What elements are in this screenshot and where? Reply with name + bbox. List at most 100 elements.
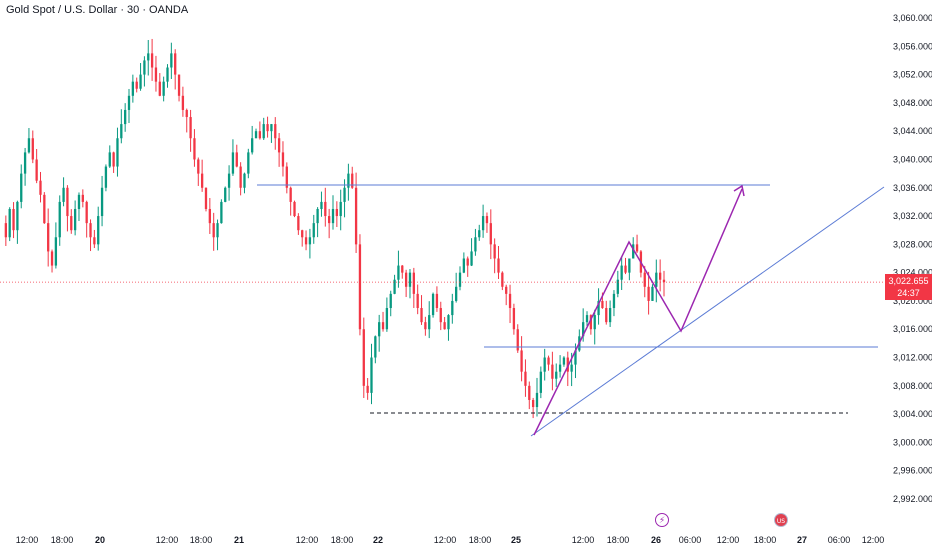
candle-body <box>320 201 323 209</box>
price-axis-label: 3,040.000 <box>893 154 932 164</box>
candle-body <box>116 138 119 167</box>
candle-body <box>16 201 19 231</box>
candle-body <box>378 322 381 337</box>
time-axis-label: 27 <box>797 535 807 545</box>
candle-body <box>424 322 427 330</box>
candle-body <box>124 109 127 125</box>
candle-body <box>428 315 431 330</box>
candle-body <box>643 272 646 287</box>
candle-body <box>478 230 481 238</box>
candle-body <box>224 187 227 202</box>
candle-body <box>247 152 250 174</box>
candle-body <box>127 95 131 110</box>
time-axis-label: 12:00 <box>572 535 595 545</box>
candle-body <box>204 187 208 209</box>
candle-body <box>339 201 342 217</box>
candle-body <box>608 308 612 323</box>
candle-body <box>166 67 169 82</box>
trend-line[interactable] <box>530 186 885 437</box>
time-axis-label: 21 <box>234 535 244 545</box>
candle-body <box>139 74 142 89</box>
candle-body <box>158 81 161 96</box>
candle-body <box>612 293 616 309</box>
candle-body <box>335 208 339 217</box>
candle-body <box>162 81 165 96</box>
price-axis-label: 3,024.000 <box>893 268 932 278</box>
candle-body <box>628 258 631 273</box>
price-axis-label: 3,012.000 <box>893 353 932 363</box>
candle-body <box>354 187 358 245</box>
time-axis-label: 25 <box>511 535 521 545</box>
time-axis-label: 26 <box>651 535 661 545</box>
candle-body <box>12 208 15 231</box>
candle-body <box>385 308 389 330</box>
candle-body <box>401 265 404 273</box>
candle-body <box>100 187 104 217</box>
us-flag-icon[interactable]: US <box>774 513 788 527</box>
candle-body <box>327 216 331 224</box>
candle-body <box>266 124 269 132</box>
candle-body <box>574 350 577 365</box>
candle-body <box>97 216 100 245</box>
candle-body <box>531 399 535 408</box>
time-axis-label: 12:00 <box>296 535 319 545</box>
candle-body <box>316 208 319 224</box>
candle-body <box>135 81 138 89</box>
candle-body <box>93 237 96 245</box>
price-axis-label: 3,056.000 <box>893 41 932 51</box>
candle-body <box>616 279 619 294</box>
candle-body <box>397 265 400 280</box>
candle-body <box>605 308 608 323</box>
price-axis-label: 3,036.000 <box>893 183 932 193</box>
candle-body <box>150 53 154 68</box>
candle-body <box>208 208 211 224</box>
candle-body <box>408 272 412 287</box>
candle-body <box>416 293 419 309</box>
candle-body <box>351 173 354 188</box>
candle-body <box>558 364 562 372</box>
candle-body <box>662 279 666 283</box>
candle-body <box>481 216 485 231</box>
candle-body <box>293 201 296 217</box>
price-axis-label: 3,044.000 <box>893 126 932 136</box>
candle-body <box>85 201 88 224</box>
candle-body <box>358 244 362 330</box>
candle-body <box>420 308 423 323</box>
candle-body <box>170 53 173 68</box>
candle-body <box>593 315 596 330</box>
time-axis-label: 12:00 <box>862 535 885 545</box>
candle-body <box>462 258 466 273</box>
candle-body <box>227 173 231 188</box>
candle-body <box>451 300 454 316</box>
candle-body <box>431 293 435 316</box>
candle-body <box>647 286 650 301</box>
time-axis-label: 18:00 <box>51 535 74 545</box>
candle-body <box>505 286 508 294</box>
candle-body <box>620 265 623 280</box>
candle-body <box>47 223 50 252</box>
candle-body <box>655 272 658 287</box>
projection-path[interactable] <box>533 188 743 436</box>
candle-body <box>381 322 385 330</box>
candle-body <box>308 237 312 245</box>
candle-body <box>81 194 84 202</box>
candle-body <box>54 237 58 266</box>
lightning-icon[interactable]: ⚡ <box>655 513 669 527</box>
candle-body <box>555 371 558 379</box>
candle-body <box>181 95 185 110</box>
candle-body <box>281 152 285 167</box>
candle-body <box>635 244 639 252</box>
candle-body <box>193 138 196 160</box>
price-axis-label: 2,992.000 <box>893 494 932 504</box>
candle-body <box>197 159 200 174</box>
candle-body <box>589 315 593 330</box>
current-price-label: 3,022.655 <box>888 276 929 287</box>
candle-body <box>435 293 439 309</box>
us-flag-label: US <box>776 518 786 525</box>
candle-body <box>632 244 635 259</box>
candle-body <box>547 357 550 365</box>
candle-body <box>89 223 92 238</box>
candle-body <box>312 223 315 238</box>
